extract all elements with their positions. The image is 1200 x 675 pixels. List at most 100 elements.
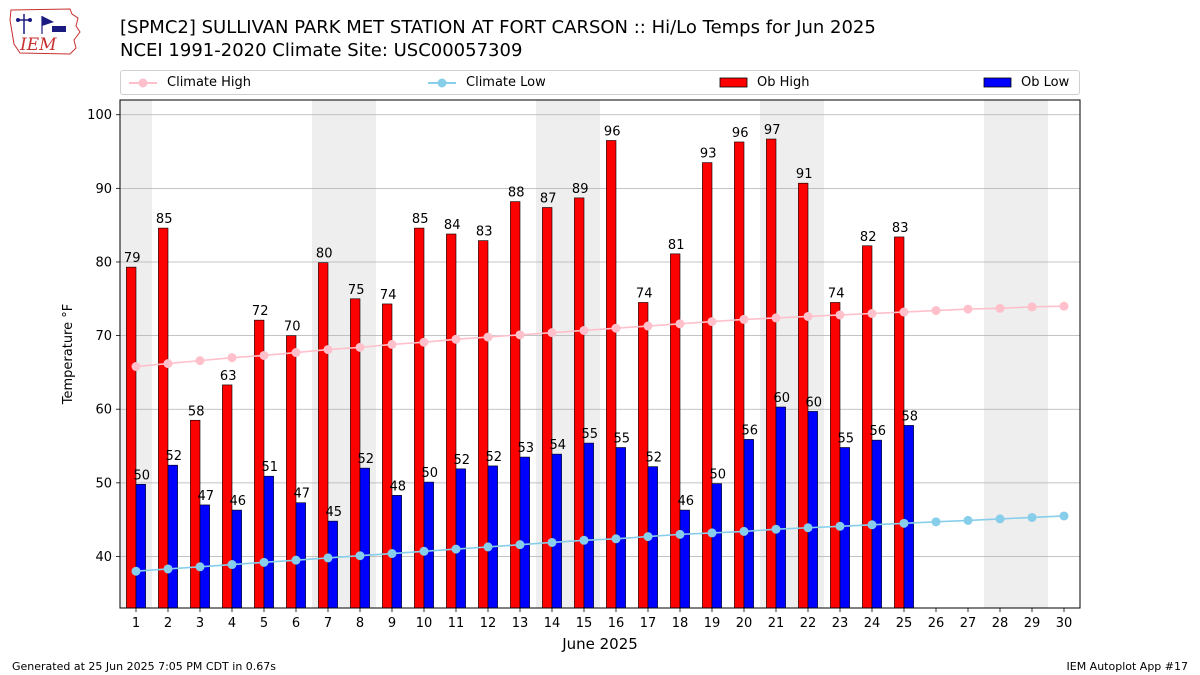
ob-low-label-13: 53	[518, 441, 535, 456]
ob-low-label-11: 52	[454, 453, 471, 468]
legend-label-climate-high: Climate High	[167, 75, 252, 90]
ob-high-label-19: 93	[700, 147, 717, 162]
ob-high-label-16: 96	[604, 124, 621, 139]
ob-high-bar-15	[574, 197, 585, 609]
ob-high-label-4: 63	[220, 369, 237, 384]
ob-low-label-16: 55	[614, 432, 631, 447]
x-tick-label-3: 3	[196, 616, 204, 631]
app-credit: IEM Autoplot App #17	[1066, 660, 1189, 673]
x-tick-label-30: 30	[1056, 616, 1073, 631]
weekend-shade-day-29	[1016, 100, 1048, 608]
ob-low-bar-4	[231, 509, 242, 609]
legend-item-climate-low: Climate Low	[426, 71, 546, 94]
climate-low-point-22	[803, 523, 813, 533]
legend-item-ob-high: Ob High	[719, 71, 810, 94]
ob-high-label-2: 85	[156, 212, 173, 227]
climate-high-point-20	[739, 314, 749, 324]
climate-high-point-17	[643, 321, 653, 331]
ob-low-label-6: 47	[294, 487, 311, 502]
ob-low-label-2: 52	[166, 449, 183, 464]
ob-high-label-6: 70	[284, 320, 301, 335]
ob-low-bar-3	[199, 504, 210, 609]
climate-high-point-26	[931, 306, 941, 316]
climate-high-point-11	[451, 334, 461, 344]
climate-low-point-26	[931, 517, 941, 527]
climate-high-point-14	[547, 328, 557, 338]
climate-high-point-29	[1027, 302, 1037, 312]
x-tick-label-7: 7	[324, 616, 332, 631]
climate-high-point-22	[803, 311, 813, 321]
climate-high-point-25	[899, 307, 909, 317]
x-tick-label-10: 10	[416, 616, 433, 631]
climate-low-point-23	[835, 521, 845, 531]
ob-low-label-10: 50	[422, 466, 439, 481]
climate-high-point-28	[995, 303, 1005, 313]
x-tick-label-21: 21	[768, 616, 785, 631]
climate-high-point-7	[323, 345, 333, 355]
ob-high-label-13: 88	[508, 186, 525, 201]
x-tick-label-13: 13	[512, 616, 529, 631]
climate-high-point-27	[963, 304, 973, 314]
x-tick-label-9: 9	[388, 616, 396, 631]
x-tick-label-14: 14	[544, 616, 561, 631]
climate-low-point-5	[259, 557, 269, 567]
ob-low-label-12: 52	[486, 450, 503, 465]
x-tick-label-1: 1	[132, 616, 140, 631]
climate-low-point-24	[867, 520, 877, 530]
ob-high-bar-19	[702, 162, 713, 609]
ob-high-label-3: 58	[188, 404, 205, 419]
climate-high-point-8	[355, 342, 365, 352]
x-tick-label-19: 19	[704, 616, 721, 631]
climate-high-point-21	[771, 313, 781, 323]
x-tick-label-6: 6	[292, 616, 300, 631]
climate-high-point-1	[131, 362, 141, 372]
climate-high-point-23	[835, 310, 845, 320]
climate-low-point-21	[771, 524, 781, 534]
ob-low-bar-12	[487, 465, 498, 609]
climate-lines	[131, 301, 1069, 576]
climate-low-point-29	[1027, 512, 1037, 522]
ob-low-bar-8	[359, 467, 370, 609]
climate-high-point-15	[579, 325, 589, 335]
ob-high-label-17: 74	[636, 286, 653, 301]
climate-low-point-10	[419, 546, 429, 556]
ob-high-label-7: 80	[316, 247, 333, 262]
bars	[126, 138, 914, 609]
climate-high-line-icon	[129, 78, 157, 87]
y-tick-label-40: 40	[95, 550, 112, 565]
ob-low-label-22: 60	[806, 395, 823, 410]
ob-high-bar-1	[126, 266, 137, 609]
ob-low-bar-14	[551, 453, 562, 609]
ob-high-bar-12	[478, 240, 489, 609]
legend: Climate High Climate Low Ob High Ob Low	[120, 70, 1080, 95]
ob-low-bar-11	[455, 468, 466, 609]
x-tick-label-29: 29	[1024, 616, 1041, 631]
ob-high-label-12: 83	[476, 225, 493, 240]
climate-low-point-30	[1059, 511, 1069, 521]
climate-high-point-10	[419, 337, 429, 347]
ob-low-bar-7	[327, 520, 338, 609]
x-tick-label-23: 23	[832, 616, 849, 631]
legend-label-ob-low: Ob Low	[1021, 75, 1070, 90]
climate-high-point-2	[163, 359, 173, 369]
climate-low-point-19	[707, 528, 717, 538]
ob-low-label-21: 60	[774, 391, 791, 406]
ob-high-label-22: 91	[796, 167, 813, 182]
ob-low-swatch-icon	[983, 77, 1012, 87]
climate-low-point-13	[515, 540, 525, 550]
ob-low-label-4: 46	[230, 494, 247, 509]
weekend-shade-day-28	[984, 100, 1016, 608]
climate-high-point-6	[291, 348, 301, 358]
climate-low-point-3	[195, 562, 205, 572]
gridlines	[120, 114, 1080, 557]
climate-high-point-12	[483, 332, 493, 342]
climate-high-point-16	[611, 323, 621, 333]
bar-value-labels: 79 85 58 63 72 70 80 75 74 85 84 83 88 87 89 96 74 81 93 96…	[124, 123, 918, 520]
ob-low-label-5: 51	[262, 460, 279, 475]
climate-low-point-4	[227, 560, 237, 570]
y-tick-label-60: 60	[95, 403, 112, 418]
iem-logo: IEM	[8, 6, 82, 58]
ob-high-label-24: 82	[860, 230, 877, 245]
